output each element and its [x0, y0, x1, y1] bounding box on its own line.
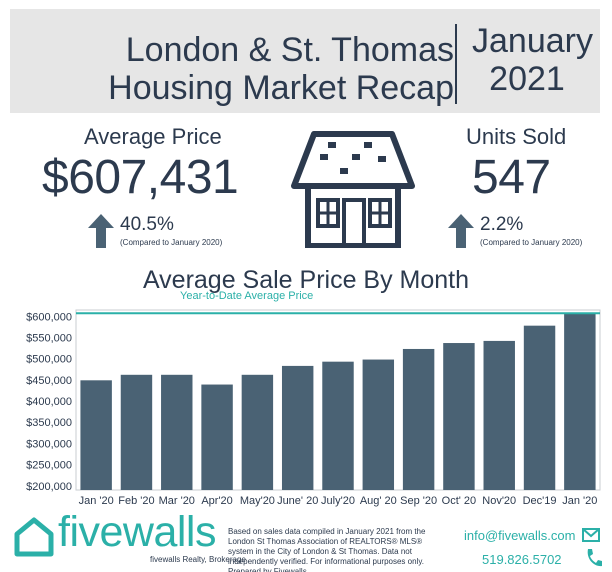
units-sold-change: 2.2%: [480, 214, 524, 235]
bar: [402, 348, 435, 490]
y-tick-label: $400,000: [26, 396, 72, 408]
bar: [80, 380, 112, 490]
phone-icon[interactable]: [585, 548, 603, 568]
y-tick-label: $350,000: [26, 417, 72, 429]
x-tick-label: Jan '20: [79, 495, 114, 507]
x-tick-label: July'20: [321, 495, 355, 507]
bar: [241, 374, 274, 490]
x-tick-label: Sep '20: [400, 495, 437, 507]
ytd-average-label: Year-to-Date Average Price: [180, 290, 314, 302]
title-line-2: Housing Market Recap: [108, 69, 454, 107]
x-tick-label: Jan '20: [562, 495, 597, 507]
bar: [161, 374, 193, 490]
x-tick-label: Nov'20: [482, 495, 516, 507]
bar: [201, 384, 233, 490]
x-tick-label: Aug' 20: [360, 495, 397, 507]
x-tick-label: Feb '20: [118, 495, 154, 507]
y-tick-label: $200,000: [26, 481, 72, 493]
header-banner: London & St. Thomas Housing Market Recap: [10, 9, 600, 113]
title-line-1: London & St. Thomas: [125, 31, 454, 69]
average-price-label: Average Price: [84, 124, 222, 149]
report-year: 2021: [489, 60, 565, 98]
up-arrow-icon: [448, 214, 474, 248]
contact-email[interactable]: info@fivewalls.com: [464, 528, 576, 543]
header-divider: [455, 24, 457, 104]
average-price-note: (Compared to January 2020): [120, 238, 223, 247]
y-tick-label: $450,000: [26, 375, 72, 387]
x-tick-label: Apr'20: [201, 495, 232, 507]
bar: [483, 340, 515, 490]
bar: [362, 359, 395, 490]
mail-icon[interactable]: [582, 528, 600, 542]
bar: [322, 361, 354, 490]
brand-subtitle: fivewalls Realty, Brokerage: [150, 555, 246, 564]
x-tick-label: June' 20: [277, 495, 318, 507]
report-month: January: [472, 22, 593, 60]
bar-chart: $200,000 $250,000 $300,000 $350,000 $400,000…: [26, 309, 601, 507]
fivewalls-logo-icon: [14, 517, 54, 557]
units-sold-value: 547: [472, 151, 551, 204]
x-tick-label: May'20: [240, 495, 275, 507]
y-tick-label: $600,000: [26, 311, 72, 323]
y-tick-label: $300,000: [26, 438, 72, 450]
page-title: London & St. Thomas Housing Market Recap: [94, 31, 454, 107]
contact-phone[interactable]: 519.826.5702: [482, 552, 562, 567]
bar: [564, 313, 596, 490]
chart-title: Average Sale Price By Month: [142, 266, 470, 294]
average-price-change: 40.5%: [120, 214, 174, 235]
brand-name: fivewalls: [58, 508, 217, 556]
x-tick-label: Oct' 20: [442, 495, 477, 507]
x-tick-label: Dec'19: [523, 495, 557, 507]
x-tick-label: Mar '20: [159, 495, 195, 507]
bar: [120, 374, 153, 490]
y-tick-label: $550,000: [26, 333, 72, 345]
units-sold-note: (Compared to January 2020): [480, 238, 583, 247]
y-tick-label: $250,000: [26, 460, 72, 472]
units-sold-label: Units Sold: [466, 124, 567, 149]
y-tick-label: $500,000: [26, 354, 72, 366]
house-icon: [291, 131, 415, 248]
disclaimer-text: Based on sales data compiled in January …: [228, 527, 426, 572]
average-price-value: $607,431: [42, 151, 239, 204]
bar: [443, 343, 475, 490]
bar: [523, 325, 556, 490]
report-date: January 2021: [472, 22, 593, 98]
bar: [281, 365, 314, 490]
up-arrow-icon: [88, 214, 114, 248]
